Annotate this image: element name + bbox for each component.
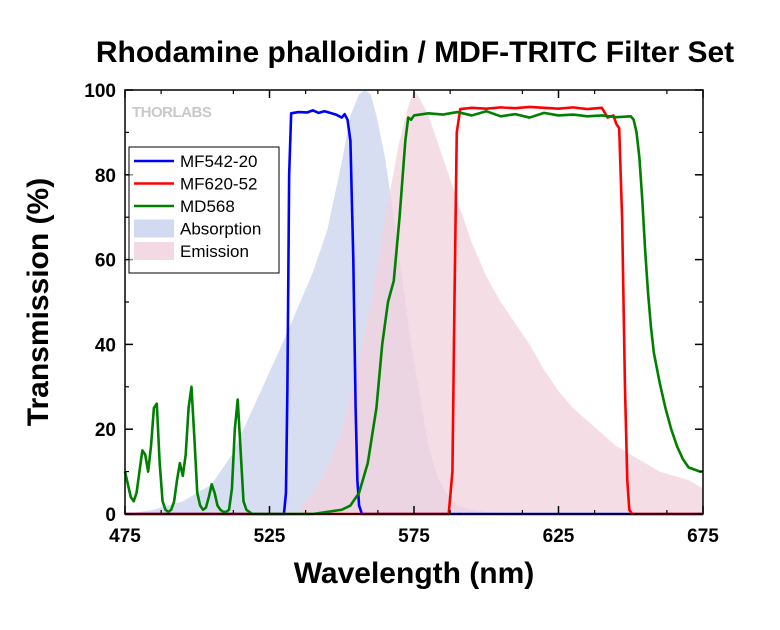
- legend-label-mf620-52: MF620-52: [180, 175, 257, 194]
- y-tick-label: 60: [95, 251, 116, 272]
- legend-label-mf542-20: MF542-20: [180, 152, 257, 171]
- y-tick-label: 80: [95, 166, 116, 187]
- chart-title: Rhodamine phalloidin / MDF-TRITC Filter …: [96, 36, 734, 69]
- x-tick-label: 625: [543, 526, 575, 547]
- legend-label-emission: Emission: [180, 242, 249, 261]
- x-tick-label: 575: [398, 526, 430, 547]
- y-tick-label: 20: [95, 420, 116, 441]
- tick-layer: 475 525 575 625 675 0 20 40 60 80 100: [84, 81, 719, 547]
- x-tick-label: 475: [109, 526, 141, 547]
- legend-swatch-absorption: [134, 219, 174, 238]
- y-axis-label: Transmission (%): [22, 178, 55, 426]
- x-tick-label: 675: [687, 526, 719, 547]
- legend-swatch-emission: [134, 242, 174, 260]
- y-tick-label: 100: [84, 81, 116, 102]
- line-mf542-20: [125, 109, 703, 516]
- x-tick-label: 525: [254, 526, 286, 547]
- x-axis-label: Wavelength (nm): [294, 557, 535, 590]
- thorlabs-watermark: THORLABS: [132, 104, 212, 121]
- line-mf620-52: [125, 105, 703, 516]
- legend-label-absorption: Absorption: [180, 220, 261, 239]
- y-tick-label: 0: [105, 505, 116, 526]
- area-absorption: [125, 90, 703, 514]
- y-tick-label: 40: [95, 335, 116, 356]
- legend: MF542-20 MF620-52 MD568 Absorption Emission: [128, 146, 280, 274]
- legend-label-md568: MD568: [180, 197, 235, 216]
